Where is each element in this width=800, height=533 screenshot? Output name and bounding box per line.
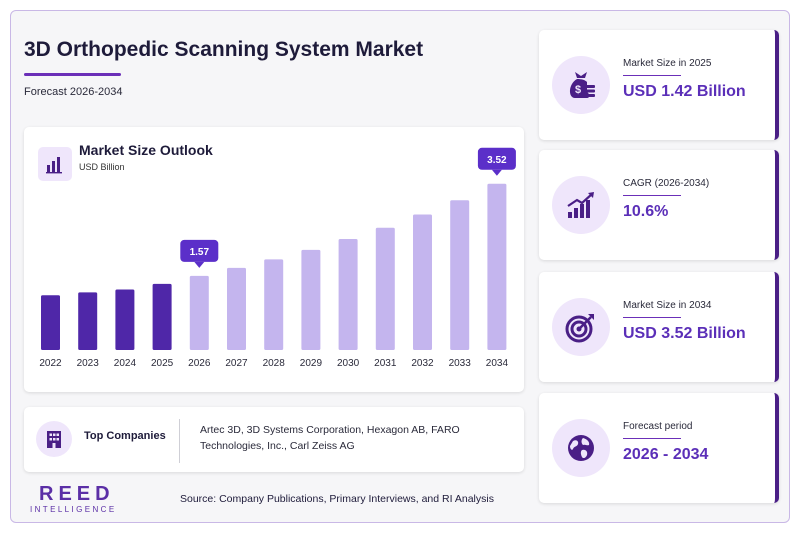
- stat-underline: [623, 75, 681, 76]
- page-subtitle: Forecast 2026-2034: [24, 86, 123, 98]
- top-companies-card: Top Companies Artec 3D, 3D Systems Corpo…: [24, 407, 524, 472]
- data-callout-2034: [477, 147, 516, 170]
- stat-label: Market Size in 2034: [623, 300, 712, 311]
- bar-2034: [487, 183, 507, 350]
- bar-2032: [413, 214, 432, 350]
- title-underline: [24, 73, 121, 76]
- x-tick-label-2033: 2033: [449, 358, 472, 369]
- stat-underline: [623, 195, 681, 196]
- stat-value: USD 3.52 Billion: [623, 325, 746, 342]
- brand-logo-tagline: INTELLIGENCE: [30, 505, 117, 514]
- chart-unit-label: USD Billion: [79, 162, 125, 172]
- x-tick-label-2022: 2022: [39, 358, 62, 369]
- data-label-2026: 1.57: [190, 247, 210, 258]
- bar-2026: [189, 275, 209, 350]
- stat-label: Forecast period: [623, 421, 693, 432]
- building-icon: [36, 421, 72, 457]
- growth-chart-icon: [552, 176, 610, 234]
- x-tick-label-2031: 2031: [374, 358, 397, 369]
- x-tick-label-2027: 2027: [225, 358, 248, 369]
- brand-logo-name: REED: [39, 483, 115, 505]
- x-tick-label-2030: 2030: [337, 358, 360, 369]
- data-callout-pointer-2026: [194, 261, 205, 268]
- bar-2031: [375, 227, 395, 350]
- x-tick-label-2023: 2023: [77, 358, 100, 369]
- globe-icon: [552, 419, 610, 477]
- page-title: 3D Orthopedic Scanning System Market: [24, 38, 424, 61]
- money-bag-icon: $: [552, 56, 610, 114]
- stat-value: 2026 - 2034: [623, 446, 709, 463]
- data-callout-pointer-2034: [491, 169, 502, 176]
- svg-text:$: $: [575, 84, 581, 96]
- bar-2033: [450, 200, 470, 350]
- stat-card-market-size-2034: Market Size in 2034 USD 3.52 Billion: [539, 272, 779, 382]
- source-note: Source: Company Publications, Primary In…: [180, 493, 494, 505]
- bar-chart: 2022 2023 2024 2025 2026 2027 2028 2029 2030 2031…: [39, 147, 516, 369]
- stat-label: CAGR (2026-2034): [623, 178, 710, 189]
- x-tick-label-2028: 2028: [263, 358, 286, 369]
- stat-value: 10.6%: [623, 203, 669, 220]
- x-tick-label-2029: 2029: [300, 358, 323, 369]
- bar-2028: [264, 259, 284, 350]
- top-companies-list: Artec 3D, 3D Systems Corporation, Hexago…: [200, 424, 460, 452]
- chart-title: Market Size Outlook: [79, 142, 213, 158]
- top-companies-label: Top Companies: [84, 430, 166, 442]
- target-icon: [552, 298, 610, 356]
- market-size-chart-card: Market Size Outlook USD Billion 2022 2023…: [24, 127, 524, 392]
- x-tick-label-2034: 2034: [486, 358, 509, 369]
- bar-chart-icon: [38, 147, 72, 181]
- divider: [179, 419, 180, 463]
- x-tick-label-2032: 2032: [411, 358, 434, 369]
- bar-2022: [41, 295, 60, 350]
- bar-2029: [301, 249, 321, 350]
- bar-2025: [152, 283, 172, 350]
- stat-card-cagr: CAGR (2026-2034) 10.6%: [539, 150, 779, 260]
- x-tick-label-2025: 2025: [151, 358, 174, 369]
- stat-value: USD 1.42 Billion: [623, 83, 746, 100]
- stat-underline: [623, 438, 681, 439]
- data-callout-2026: [180, 239, 219, 262]
- bar-2030: [338, 239, 358, 350]
- bar-2027: [227, 267, 246, 350]
- stat-label: Market Size in 2025: [623, 58, 712, 69]
- stat-card-forecast-period: Forecast period 2026 - 2034: [539, 393, 779, 503]
- bar-2024: [115, 289, 135, 350]
- data-label-2034: 3.52: [487, 155, 507, 166]
- stat-underline: [623, 317, 681, 318]
- x-tick-label-2026: 2026: [188, 358, 211, 369]
- stat-card-market-size-2025: $ Market Size in 2025 USD 1.42 Billion: [539, 30, 779, 140]
- x-tick-label-2024: 2024: [114, 358, 137, 369]
- bar-2023: [78, 292, 98, 350]
